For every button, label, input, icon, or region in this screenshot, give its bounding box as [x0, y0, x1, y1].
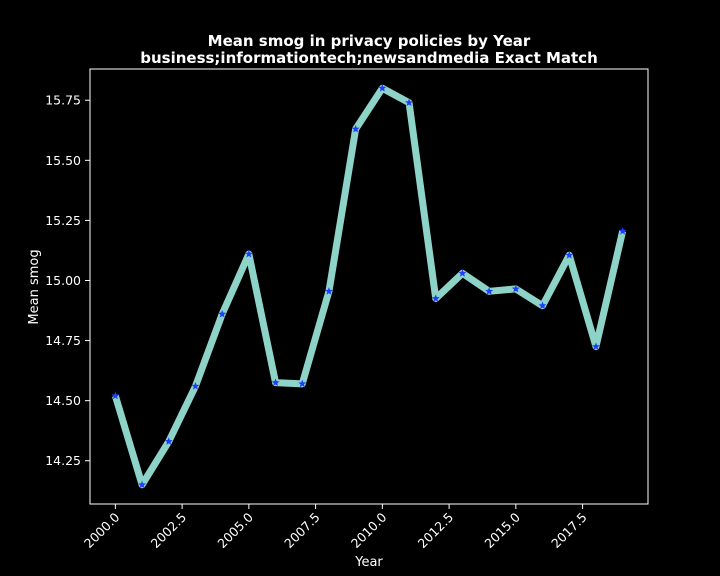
data-point-marker: [405, 98, 414, 107]
data-point-marker: [565, 251, 574, 259]
data-point-marker: [458, 269, 467, 277]
data-point-marker: [298, 379, 307, 388]
y-tick-label: 14.25: [45, 453, 81, 468]
data-point-marker: [324, 287, 333, 295]
plot-frame: [89, 68, 649, 505]
data-point-marker: [138, 480, 147, 489]
data-point-marker: [618, 227, 627, 235]
y-tick-label: 15.50: [45, 153, 81, 168]
series-line: [112, 84, 627, 489]
data-point-marker: [191, 382, 200, 390]
data-point-marker: [351, 124, 360, 133]
data-point-marker: [271, 378, 280, 387]
x-axis-label: Year: [354, 555, 383, 570]
data-point-marker: [218, 309, 227, 318]
y-axis: 14.25 14.50 14.75 15.00 15.25 15.50 15.75: [45, 93, 90, 468]
y-tick-label: 15.25: [45, 213, 81, 228]
data-point-marker: [244, 249, 253, 258]
y-tick-label: 14.50: [45, 393, 81, 408]
data-point-marker: [485, 287, 494, 295]
y-tick-label: 15.75: [45, 93, 81, 108]
data-point-marker: [164, 437, 173, 445]
y-tick-label: 14.75: [45, 333, 81, 348]
series-layer: [111, 84, 627, 489]
plot-area: [89, 68, 649, 505]
y-tick-label: 15.00: [45, 273, 81, 288]
data-point-marker: [431, 294, 440, 302]
y-axis-label: Mean smog: [27, 249, 42, 324]
chart-title-line1: Mean smog in privacy policies by Year: [208, 32, 531, 50]
data-point-marker: [511, 284, 520, 293]
data-point-marker: [538, 301, 547, 310]
data-point-marker: [378, 84, 387, 92]
data-point-marker: [111, 391, 120, 400]
chart-title-line2: business;informationtech;newsandmedia Ex…: [140, 49, 598, 67]
data-point-marker: [591, 342, 600, 350]
